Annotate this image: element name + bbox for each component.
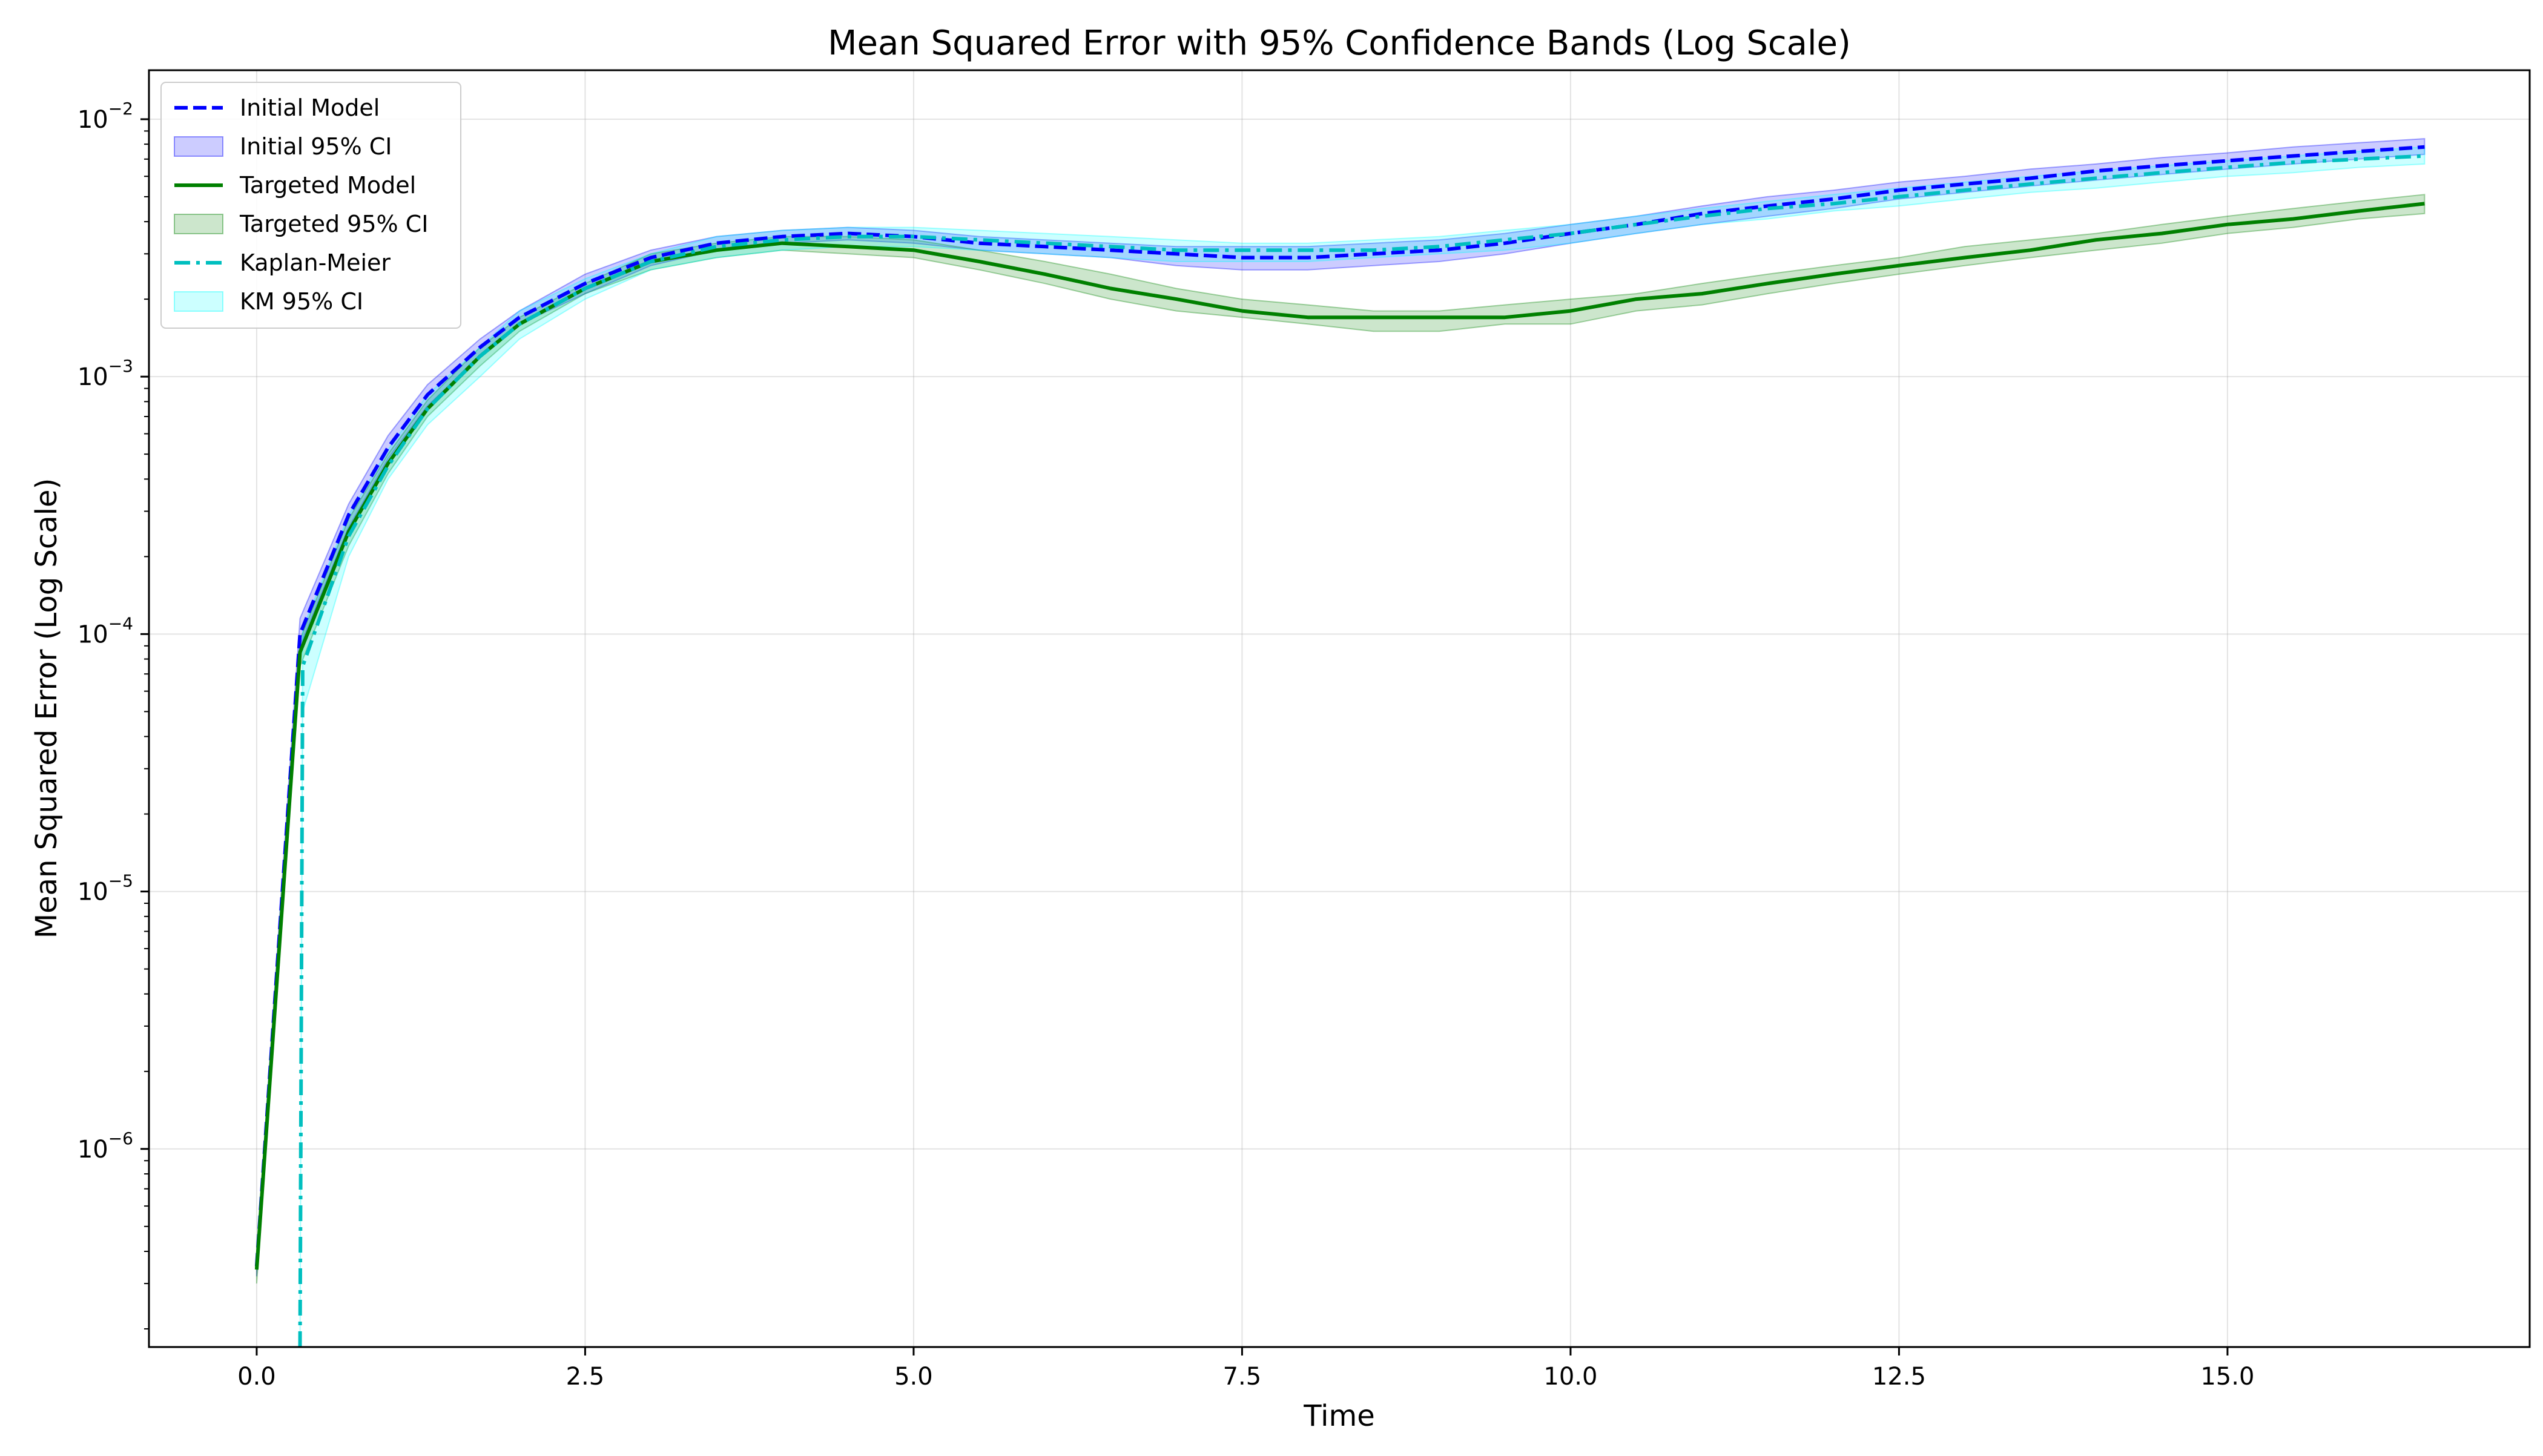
band-targeted-95-ci xyxy=(256,194,2426,1284)
y-tick-base: 10 xyxy=(78,878,108,906)
x-tick-label: 15.0 xyxy=(2200,1363,2254,1391)
y-tick-base: 10 xyxy=(78,1136,108,1164)
confidence-bands xyxy=(256,138,2426,1348)
x-tick-label: 7.5 xyxy=(1223,1363,1262,1391)
line-initial-model xyxy=(254,145,2425,1267)
y-tick-exponent: −6 xyxy=(108,1128,133,1148)
legend-item: Targeted Model xyxy=(174,172,416,199)
y-tick-exponent: −4 xyxy=(108,613,133,633)
legend-patch-swatch xyxy=(174,136,223,157)
x-tick-label: 2.5 xyxy=(566,1363,605,1391)
y-tick-exponent: −2 xyxy=(108,99,133,119)
y-tick-exponent: −3 xyxy=(108,356,133,376)
chart-title: Mean Squared Error with 95% Confidence B… xyxy=(828,24,1851,63)
plot-frame xyxy=(148,69,2531,1348)
y-tick-base: 10 xyxy=(78,621,108,648)
legend-item: Initial Model xyxy=(174,94,380,121)
y-tick-base: 10 xyxy=(78,363,108,391)
y-tick-base: 10 xyxy=(78,106,108,134)
y-tick-label: 10−3 xyxy=(78,356,133,391)
legend-label: Targeted Model xyxy=(239,172,416,199)
y-tick-label: 10−4 xyxy=(78,613,133,648)
x-tick-label: 12.5 xyxy=(1872,1363,1926,1391)
y-tick-label: 10−2 xyxy=(78,99,133,134)
legend-label: Kaplan-Meier xyxy=(240,249,391,276)
grid xyxy=(149,70,2530,1347)
x-axis-label: Time xyxy=(1303,1399,1374,1433)
y-tick-exponent: −5 xyxy=(108,871,133,891)
legend-label: Initial 95% CI xyxy=(240,133,392,160)
legend-item: Kaplan-Meier xyxy=(174,249,391,276)
band-initial-95-ci xyxy=(256,138,2426,1277)
y-axis-label: Mean Squared Error (Log Scale) xyxy=(30,478,64,939)
line-targeted-model xyxy=(254,202,2425,1270)
legend: Initial Model Initial 95% CI Targeted Mode… xyxy=(160,82,461,329)
legend-label: KM 95% CI xyxy=(240,288,363,315)
legend-item: KM 95% CI xyxy=(174,288,363,315)
x-tick-label: 10.0 xyxy=(1543,1363,1597,1391)
legend-patch-swatch xyxy=(174,291,223,312)
y-tick-label: 10−5 xyxy=(78,871,133,906)
legend-label: Targeted 95% CI xyxy=(239,211,428,237)
legend-patch-swatch xyxy=(174,214,223,234)
legend-item: Targeted 95% CI xyxy=(174,211,428,237)
band-km-95-ci xyxy=(299,146,2426,1348)
line-kaplan-meier xyxy=(298,154,2425,1348)
x-tick-label: 5.0 xyxy=(894,1363,933,1391)
legend-frame xyxy=(160,82,461,329)
legend-item: Initial 95% CI xyxy=(174,133,392,160)
legend-label: Initial Model xyxy=(240,94,380,121)
x-axis-ticks: 0.0 2.5 5.0 7.5 10.0 12.5 15.0 xyxy=(237,1347,2254,1391)
y-tick-label: 10−6 xyxy=(78,1128,133,1164)
series-lines xyxy=(254,145,2425,1348)
x-tick-label: 0.0 xyxy=(237,1363,276,1391)
y-axis-ticks: 10−610−510−410−310−2 xyxy=(78,99,149,1329)
